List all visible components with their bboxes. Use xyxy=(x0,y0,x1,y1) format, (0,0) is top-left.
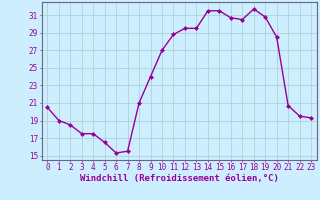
X-axis label: Windchill (Refroidissement éolien,°C): Windchill (Refroidissement éolien,°C) xyxy=(80,174,279,183)
